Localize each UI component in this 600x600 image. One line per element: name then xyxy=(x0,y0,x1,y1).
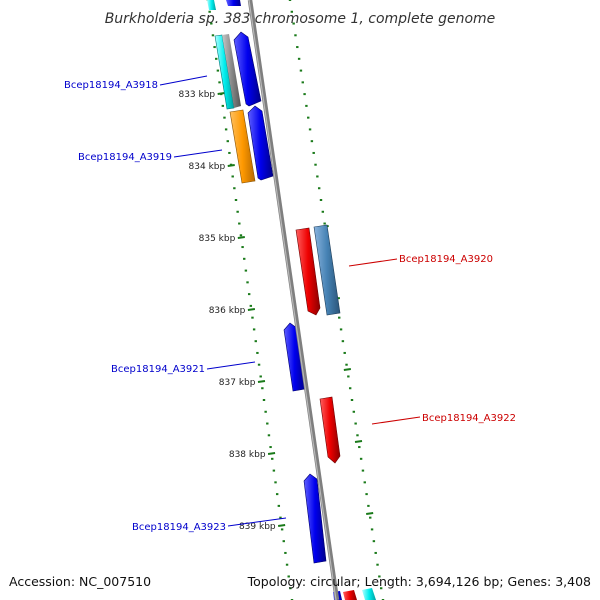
scale-tick-label: 838 kbp xyxy=(229,450,266,460)
steelblue-feature[interactable] xyxy=(313,224,341,316)
cyan-feature-bottom-edge xyxy=(362,588,376,600)
outer-major-tick xyxy=(366,512,374,515)
scale-major-tick xyxy=(227,164,235,167)
map-title: Burkholderia sp. 383 chromosome 1, compl… xyxy=(105,11,496,27)
scale-tick-label: 837 kbp xyxy=(219,378,256,388)
gene-arrow-A3919-partner[interactable] xyxy=(247,105,274,181)
scale-major-tick xyxy=(267,452,276,455)
blue-feature-top-edge xyxy=(226,0,241,6)
gene-label-A3919[interactable]: Bcep18194_A3919 xyxy=(78,152,172,163)
callout-line-A3923 xyxy=(227,517,287,527)
gene-arrow-A3918[interactable] xyxy=(233,31,262,107)
accession-text: Accession: NC_007510 xyxy=(9,574,152,589)
topology-summary-text: Topology: circular; Length: 3,694,126 bp… xyxy=(247,574,591,589)
grey-feature xyxy=(222,34,241,108)
scale-tick-label: 836 kbp xyxy=(209,306,246,316)
scale-tick-label: 833 kbp xyxy=(178,90,215,100)
callout-line-A3918 xyxy=(159,75,208,86)
scale-major-tick xyxy=(217,92,225,95)
gene-label-A3920[interactable]: Bcep18194_A3920 xyxy=(399,254,493,265)
callout-line-A3919 xyxy=(173,149,223,158)
gene-arrow-A3920[interactable] xyxy=(295,227,321,316)
gene-label-A3918[interactable]: Bcep18194_A3918 xyxy=(64,80,158,91)
callout-line-A3921 xyxy=(206,361,256,370)
scale-major-tick xyxy=(247,308,256,311)
scale-ruler: 833 kbp 834 kbp 835 kbp 836 kbp 837 kbp 838 k… xyxy=(178,90,374,532)
gene-arrow-A3919[interactable] xyxy=(229,109,256,184)
outer-major-tick xyxy=(343,368,351,371)
gene-label-A3921[interactable]: Bcep18194_A3921 xyxy=(111,364,205,375)
gene-labels: Bcep18194_A3918 Bcep18194_A3919 Bcep1819… xyxy=(64,75,516,533)
callout-line-A3920 xyxy=(348,258,398,267)
gene-arrow-A3923[interactable] xyxy=(303,473,327,564)
feature-track xyxy=(207,0,376,600)
gene-label-A3922[interactable]: Bcep18194_A3922 xyxy=(422,413,516,424)
scale-tick-label: 835 kbp xyxy=(199,234,236,244)
genome-backbone-highlight xyxy=(248,0,337,600)
cyan-feature-top-edge xyxy=(207,0,216,10)
outer-major-tick xyxy=(354,440,363,443)
callout-line-A3922 xyxy=(371,416,421,425)
scale-tick-label: 839 kbp xyxy=(239,522,276,532)
gene-arrow-A3922[interactable] xyxy=(319,396,341,464)
scale-major-tick xyxy=(257,380,266,383)
genome-backbone xyxy=(247,0,340,600)
scale-tick-label: 834 kbp xyxy=(189,162,226,172)
scale-major-tick xyxy=(237,236,245,239)
scale-major-tick xyxy=(277,524,286,527)
red-feature-bottom-edge xyxy=(343,590,357,600)
gene-label-A3923[interactable]: Bcep18194_A3923 xyxy=(132,522,226,533)
